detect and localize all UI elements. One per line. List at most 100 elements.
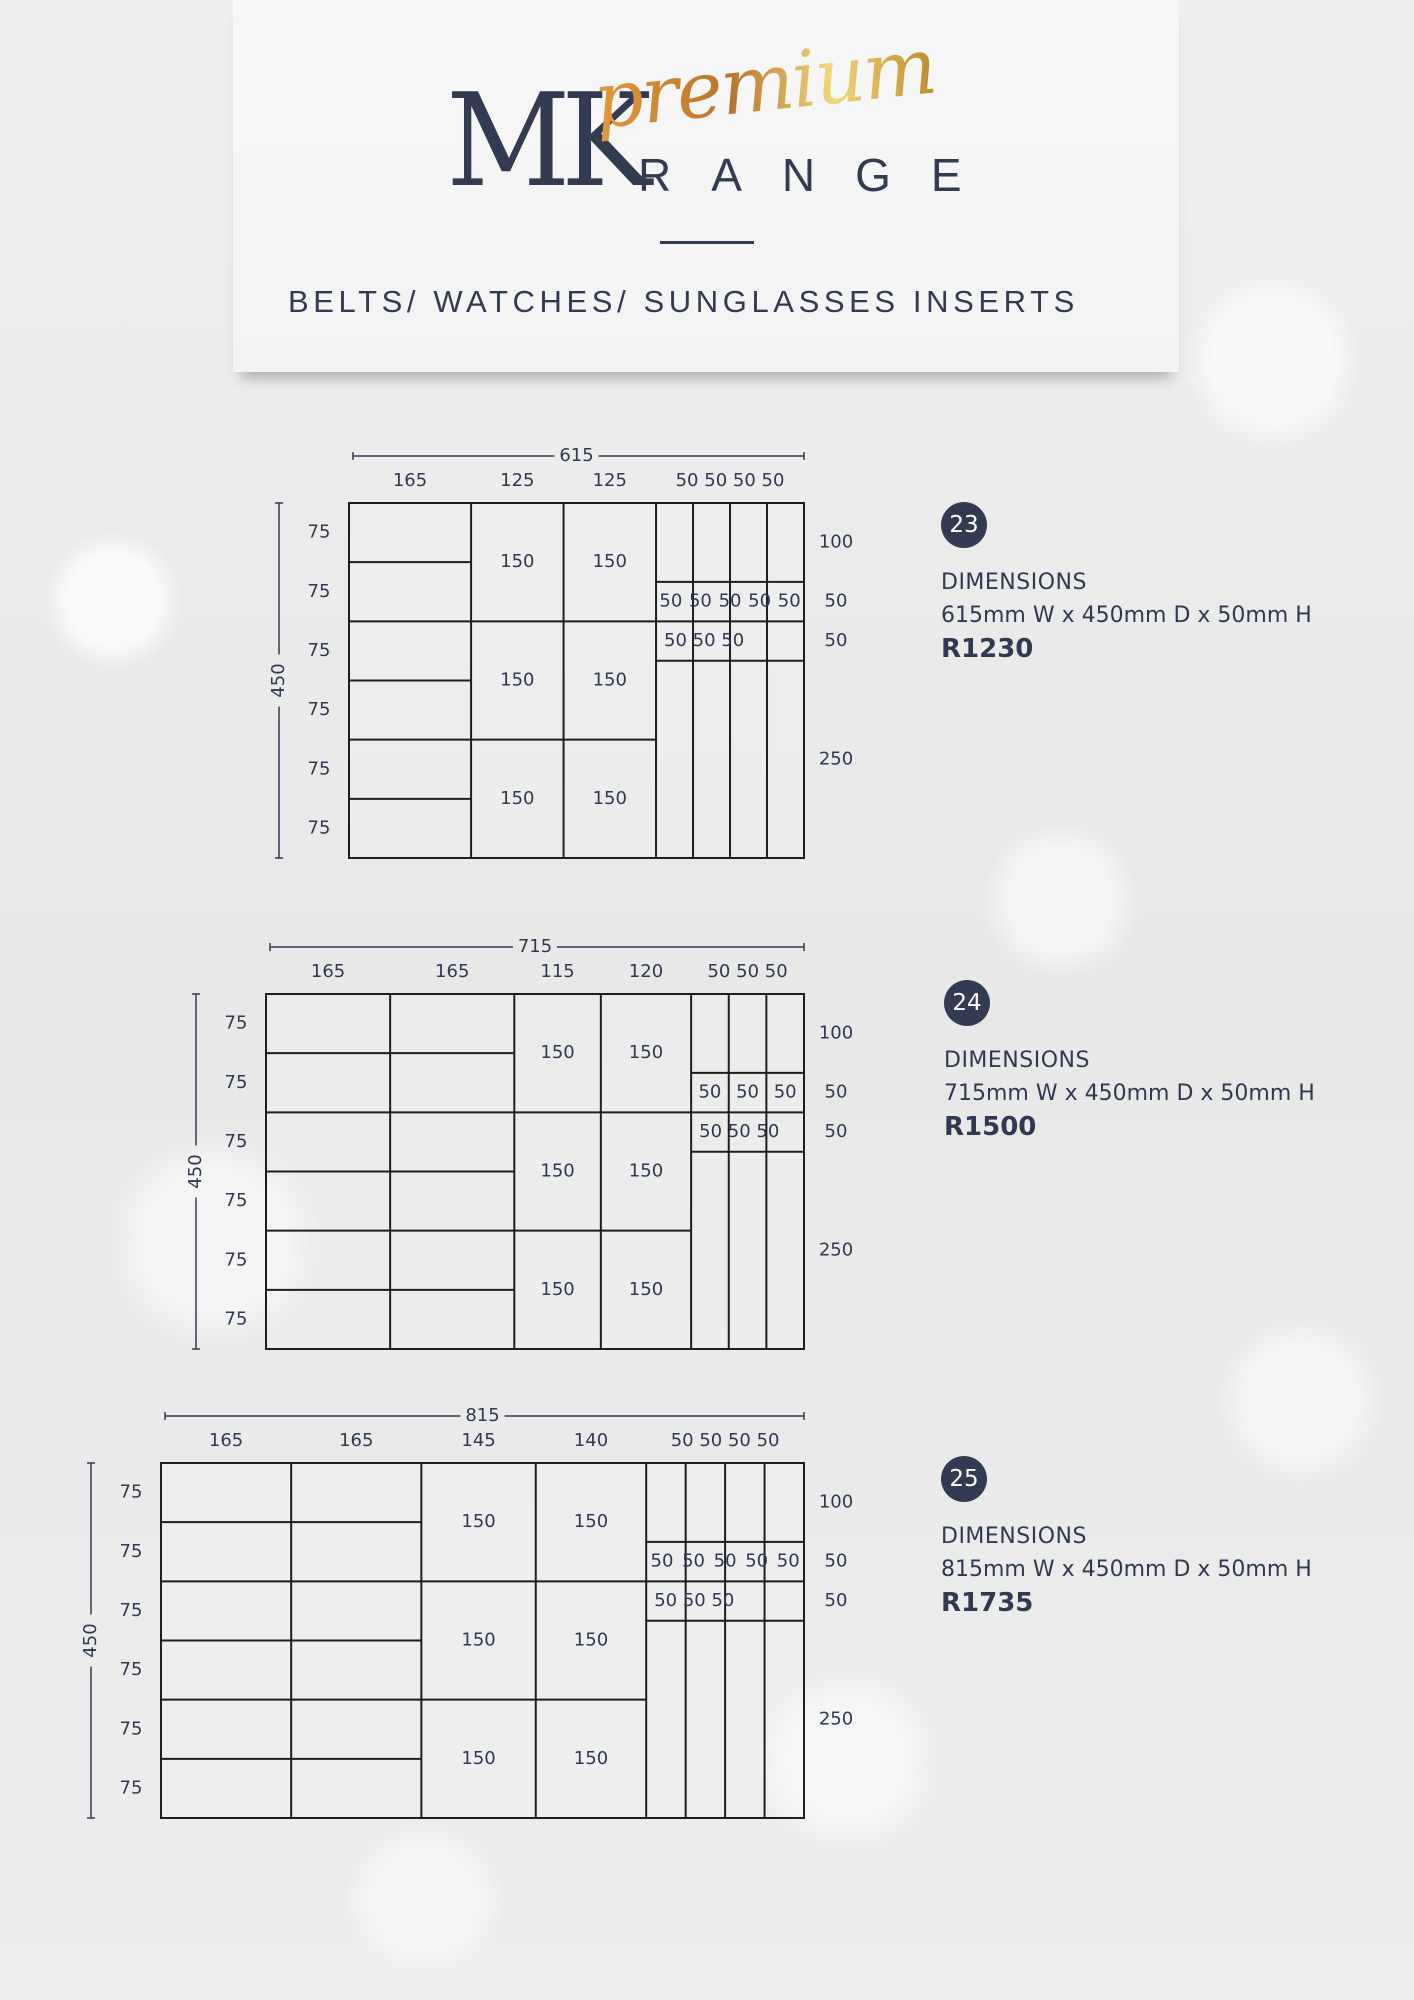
- compartment-size-label: 150: [593, 551, 627, 572]
- product-info-25: 25 DIMENSIONS 815mm W x 450mm D x 50mm H…: [941, 1456, 1312, 1618]
- slot-size-label: 50: [778, 591, 801, 612]
- insert-diagram-24: 715 450 75 75 75 75 75 75 100 50 50 250 165 165 115 150…: [185, 936, 853, 1350]
- product-number-badge: 25: [941, 1456, 987, 1502]
- compartment-size-label: 150: [540, 1161, 574, 1182]
- row-height-label: 250: [819, 1239, 853, 1260]
- compartment-size-label: 150: [461, 1511, 495, 1532]
- column-width-label: 125: [500, 470, 534, 491]
- column-width-label: 165: [393, 470, 427, 491]
- slot-size-label: 50: [736, 1082, 759, 1103]
- row-height-label: 250: [819, 748, 853, 769]
- depth-label: 450: [185, 1154, 206, 1188]
- row-height-label: 75: [120, 1718, 143, 1739]
- column-width-label: 115: [540, 961, 574, 982]
- row-height-label: 75: [308, 758, 331, 779]
- row-height-label: 75: [225, 1308, 248, 1329]
- compartment-size-label: 150: [500, 788, 534, 809]
- row-height-label: 75: [225, 1131, 248, 1152]
- compartment-size-label: 150: [540, 1279, 574, 1300]
- product-info-23: 23 DIMENSIONS 615mm W x 450mm D x 50mm H…: [941, 502, 1312, 664]
- compartment-size-label: 150: [629, 1279, 663, 1300]
- slot-size-label: 50 50 50: [664, 630, 744, 651]
- row-height-label: 100: [819, 1491, 853, 1512]
- dimensions-label: DIMENSIONS: [941, 1524, 1087, 1549]
- row-height-label: 50: [825, 1082, 848, 1103]
- column-width-label: 120: [629, 961, 663, 982]
- column-width-label: 145: [461, 1430, 495, 1451]
- compartment-size-label: 150: [593, 670, 627, 691]
- compartment-size-label: 150: [629, 1161, 663, 1182]
- column-width-label: 165: [209, 1430, 243, 1451]
- slot-size-label: 50: [659, 591, 682, 612]
- row-height-label: 75: [225, 1013, 248, 1034]
- dimensions-label: DIMENSIONS: [944, 1048, 1090, 1073]
- row-height-label: 75: [120, 1541, 143, 1562]
- row-height-label: 75: [120, 1777, 143, 1798]
- total-width-label: 815: [465, 1405, 499, 1426]
- row-height-label: 50: [825, 1121, 848, 1142]
- compartment-size-label: 150: [461, 1630, 495, 1651]
- slot-size-label: 50: [774, 1082, 797, 1103]
- logo-range: RANGE: [638, 149, 1002, 201]
- slot-size-label: 50: [651, 1551, 674, 1572]
- row-height-label: 50: [825, 591, 848, 612]
- price: R1500: [944, 1112, 1037, 1142]
- depth-label: 450: [268, 663, 289, 697]
- logo-mk: MK: [446, 67, 652, 216]
- row-height-label: 75: [120, 1600, 143, 1621]
- column-width-label: 165: [339, 1430, 373, 1451]
- row-height-label: 75: [308, 817, 331, 838]
- slot-size-label: 50: [682, 1551, 705, 1572]
- compartment-size-label: 150: [500, 670, 534, 691]
- product-number-badge: 24: [944, 980, 990, 1026]
- total-width-label: 715: [518, 936, 552, 957]
- dimensions-value: 715mm W x 450mm D x 50mm H: [944, 1081, 1315, 1106]
- compartment-size-label: 150: [629, 1042, 663, 1063]
- column-width-label: 50 50 50 50: [671, 1430, 780, 1451]
- column-width-label: 50 50 50: [707, 961, 787, 982]
- dimensions-value: 815mm W x 450mm D x 50mm H: [941, 1557, 1312, 1582]
- column-width-label: 50 50 50 50: [676, 470, 785, 491]
- slot-size-label: 50: [748, 591, 771, 612]
- slot-size-label: 50: [689, 591, 712, 612]
- column-width-label: 165: [311, 961, 345, 982]
- compartment-size-label: 150: [574, 1748, 608, 1769]
- slot-size-label: 50: [714, 1551, 737, 1572]
- product-number-badge: 23: [941, 502, 987, 548]
- compartment-size-label: 150: [574, 1511, 608, 1532]
- depth-label: 450: [80, 1623, 101, 1657]
- compartment-size-label: 150: [500, 551, 534, 572]
- row-height-label: 75: [120, 1659, 143, 1680]
- row-height-label: 75: [225, 1249, 248, 1270]
- slot-size-label: 50: [698, 1082, 721, 1103]
- compartment-size-label: 150: [593, 788, 627, 809]
- header-card: [233, 0, 1179, 372]
- row-height-label: 75: [308, 699, 331, 720]
- compartment-size-label: 150: [574, 1630, 608, 1651]
- row-height-label: 100: [819, 1022, 853, 1043]
- slot-size-label: 50: [719, 591, 742, 612]
- slot-size-label: 50 50 50: [699, 1121, 779, 1142]
- row-height-label: 50: [825, 1551, 848, 1572]
- column-width-label: 125: [593, 470, 627, 491]
- slot-size-label: 50: [777, 1551, 800, 1572]
- insert-diagram-25: 815 450 75 75 75 75 75 75 100 50 50 250 165 165 145 150…: [80, 1405, 853, 1819]
- price: R1230: [941, 634, 1034, 664]
- row-height-label: 75: [225, 1072, 248, 1093]
- insert-diagram-23: 615 450 75 75 75 75 75 75 100 50 50 250 165 125 150 150…: [268, 445, 853, 859]
- total-width-label: 615: [559, 445, 593, 466]
- compartment-size-label: 150: [540, 1042, 574, 1063]
- slot-size-label: 50: [745, 1551, 768, 1572]
- row-height-label: 75: [308, 640, 331, 661]
- price: R1735: [941, 1588, 1034, 1618]
- row-height-label: 50: [825, 630, 848, 651]
- product-info-24: 24 DIMENSIONS 715mm W x 450mm D x 50mm H…: [944, 980, 1315, 1142]
- page-title: BELTS/ WATCHES/ SUNGLASSES INSERTS: [288, 284, 1079, 319]
- row-height-label: 75: [308, 522, 331, 543]
- dimensions-value: 615mm W x 450mm D x 50mm H: [941, 603, 1312, 628]
- row-height-label: 75: [120, 1482, 143, 1503]
- column-width-label: 165: [435, 961, 469, 982]
- row-height-label: 75: [225, 1190, 248, 1211]
- row-height-label: 250: [819, 1708, 853, 1729]
